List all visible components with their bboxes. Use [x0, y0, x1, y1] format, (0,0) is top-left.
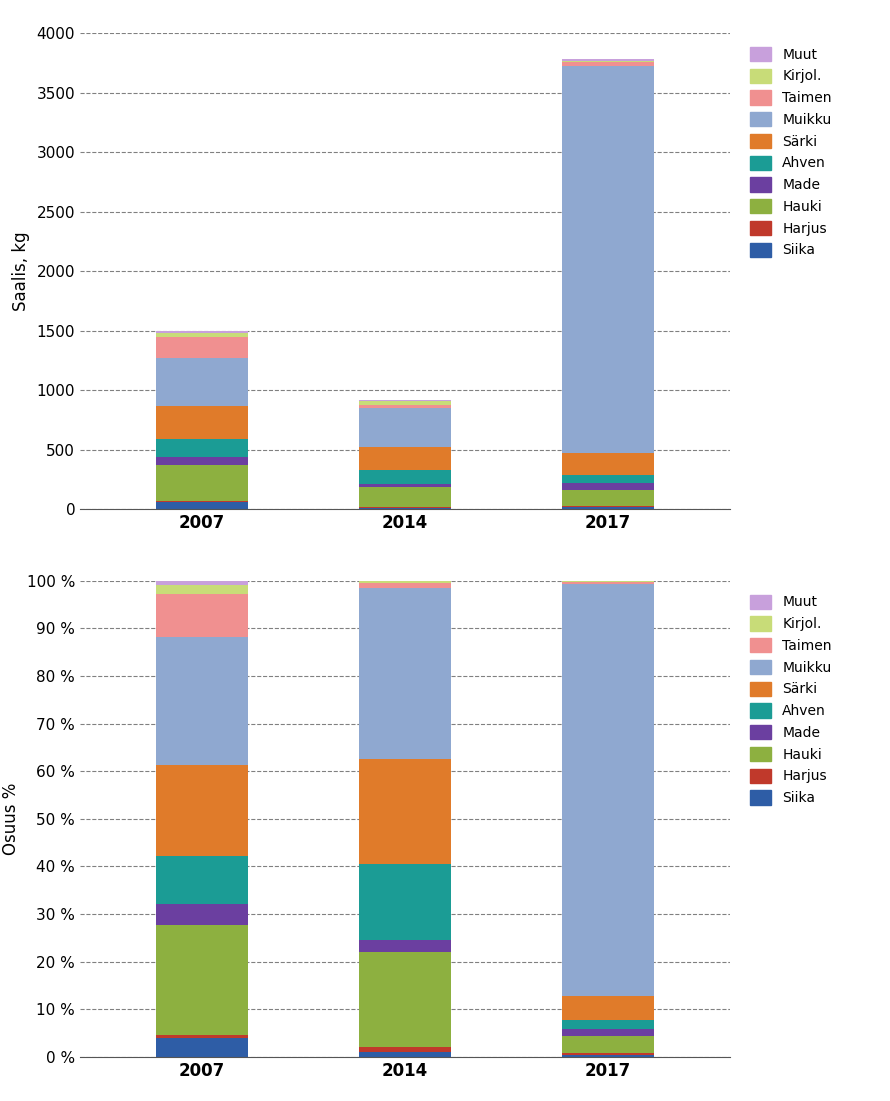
Bar [562, 58, 653, 61]
Bar [157, 334, 247, 337]
Bar [360, 400, 450, 401]
Bar [562, 581, 653, 584]
Bar [562, 1055, 653, 1057]
Bar [360, 487, 450, 506]
Bar [562, 584, 653, 996]
Bar [157, 855, 247, 904]
Bar [157, 330, 247, 334]
Bar [360, 584, 450, 588]
Bar [157, 904, 247, 925]
Legend: Muut, Kirjol., Taimen, Muikku, Särki, Ahven, Made, Hauki, Harjus, Siika: Muut, Kirjol., Taimen, Muikku, Särki, Ah… [743, 40, 838, 264]
Bar [360, 940, 450, 952]
Bar [562, 475, 653, 483]
Bar [562, 1036, 653, 1054]
Y-axis label: Osuus %: Osuus % [2, 783, 20, 855]
Bar [157, 1038, 247, 1057]
Bar [157, 466, 247, 501]
Bar [360, 508, 450, 510]
Bar [157, 580, 247, 585]
Bar [360, 447, 450, 470]
Bar [360, 484, 450, 487]
Bar [562, 506, 653, 510]
Bar [360, 404, 450, 408]
Bar [157, 1035, 247, 1038]
Bar [562, 1020, 653, 1029]
Bar [360, 760, 450, 864]
Bar [157, 405, 247, 439]
Bar [360, 408, 450, 447]
Bar [562, 66, 653, 454]
Bar [562, 490, 653, 505]
Bar [157, 502, 247, 510]
Bar [157, 358, 247, 405]
Bar [157, 501, 247, 502]
Bar [360, 580, 450, 584]
Bar [157, 439, 247, 457]
Bar [360, 1053, 450, 1057]
Bar [562, 62, 653, 66]
Bar [562, 61, 653, 62]
Bar [360, 506, 450, 508]
Y-axis label: Saalis, kg: Saalis, kg [12, 231, 29, 310]
Bar [157, 925, 247, 1035]
Bar [562, 1029, 653, 1036]
Legend: Muut, Kirjol., Taimen, Muikku, Särki, Ahven, Made, Hauki, Harjus, Siika: Muut, Kirjol., Taimen, Muikku, Särki, Ah… [743, 588, 838, 813]
Bar [157, 636, 247, 765]
Bar [562, 505, 653, 506]
Bar [157, 595, 247, 636]
Bar [360, 470, 450, 484]
Bar [360, 1047, 450, 1053]
Bar [562, 483, 653, 490]
Bar [360, 952, 450, 1047]
Bar [360, 864, 450, 940]
Bar [360, 401, 450, 404]
Bar [562, 996, 653, 1020]
Bar [157, 765, 247, 855]
Bar [562, 454, 653, 475]
Bar [157, 337, 247, 358]
Bar [157, 585, 247, 595]
Bar [360, 588, 450, 760]
Bar [562, 1054, 653, 1055]
Bar [157, 457, 247, 466]
